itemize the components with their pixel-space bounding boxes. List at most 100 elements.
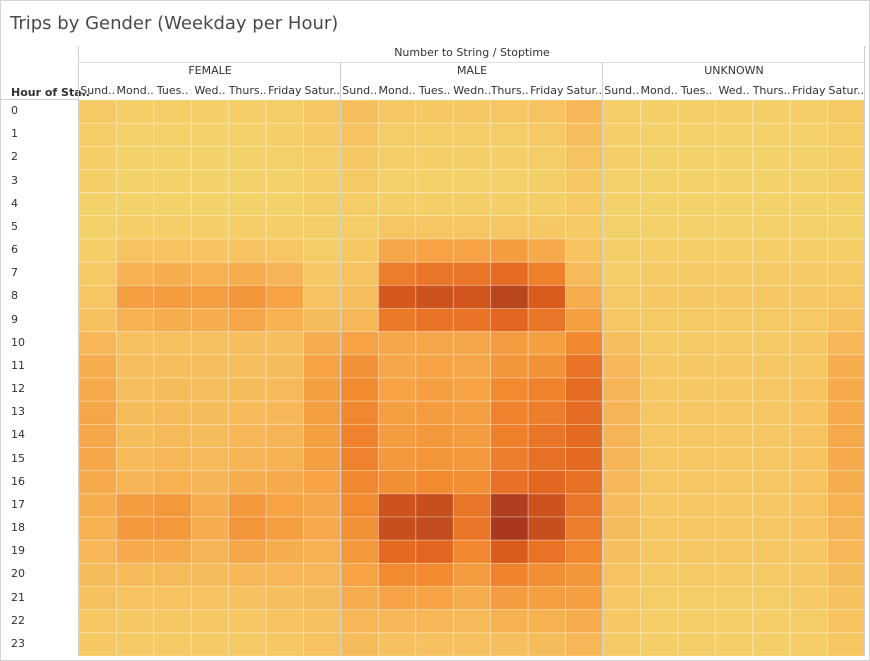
hour-label-18: 18 [11, 521, 25, 534]
heat-cell-male-h7-d0 [340, 261, 379, 286]
heat-cell-male-h5-d0 [340, 215, 379, 240]
heat-cell-male-h15-d2 [415, 447, 454, 472]
heat-cell-unknown-h11-d0 [602, 354, 641, 379]
heat-cell-female-h14-d4 [228, 423, 267, 448]
heat-cell-unknown-h15-d0 [602, 447, 641, 472]
heat-cell-female-h1-d5 [265, 122, 304, 147]
heat-cell-female-h0-d2 [153, 99, 192, 124]
heat-cell-male-h5-d4 [490, 215, 529, 240]
heat-cell-female-h14-d3 [190, 423, 230, 448]
day-label-unknown-3: Wed.. [718, 84, 750, 97]
heat-cell-male-h18-d1 [378, 516, 417, 541]
heat-cell-female-h9-d0 [78, 308, 117, 333]
heat-cell-unknown-h9-d4 [752, 308, 791, 333]
heat-cell-unknown-h5-d6 [827, 215, 866, 240]
hour-label-14: 14 [11, 428, 25, 442]
heat-cell-male-h6-d0 [340, 238, 379, 263]
heat-cell-female-h4-d1 [116, 192, 155, 217]
heat-cell-female-h11-d0 [78, 354, 117, 379]
heat-cell-unknown-h9-d0 [602, 308, 641, 333]
heat-cell-female-h9-d1 [116, 308, 155, 333]
heat-cell-unknown-h18-d4 [752, 516, 791, 541]
day-label-female-2: Tues.. [156, 84, 189, 97]
heat-cell-female-h5-d5 [265, 215, 304, 240]
heat-cell-female-h12-d3 [190, 377, 230, 402]
heat-cell-male-h7-d5 [527, 261, 566, 286]
heat-cell-female-h2-d2 [153, 145, 192, 170]
heat-cell-unknown-h5-d2 [677, 215, 716, 240]
heat-cell-unknown-h6-d3 [714, 238, 754, 263]
heat-cell-female-h9-d6 [303, 308, 342, 333]
heat-cell-unknown-h13-d5 [789, 400, 828, 425]
heat-cell-female-h7-d3 [190, 261, 230, 286]
heat-cell-female-h22-d5 [265, 609, 304, 634]
heat-cell-male-h17-d3 [452, 493, 492, 518]
heat-cell-unknown-h21-d1 [640, 586, 679, 611]
heat-cell-unknown-h11-d2 [677, 354, 716, 379]
day-label-unknown-2: Tues.. [680, 84, 713, 97]
heat-cell-unknown-h10-d1 [640, 331, 679, 356]
heat-cell-male-h13-d0 [340, 400, 379, 425]
heat-cell-male-h18-d6 [565, 516, 604, 541]
heat-cell-male-h17-d0 [340, 493, 379, 518]
heat-cell-unknown-h11-d3 [714, 354, 754, 379]
heat-cell-female-h0-d5 [265, 99, 304, 124]
heat-cell-female-h22-d4 [228, 609, 267, 634]
heat-cell-female-h7-d0 [78, 261, 117, 286]
heat-cell-female-h17-d5 [265, 493, 304, 518]
day-label-female-1: Mond.. [116, 84, 154, 97]
heat-cell-male-h19-d3 [452, 539, 492, 564]
heat-cell-male-h19-d6 [565, 539, 604, 564]
heat-cell-unknown-h16-d1 [640, 470, 679, 495]
row-header-divider [0, 99, 79, 100]
heat-cell-male-h11-d1 [378, 354, 417, 379]
heat-cell-unknown-h0-d3 [714, 99, 754, 124]
heat-cell-male-h5-d1 [378, 215, 417, 240]
heat-cell-male-h18-d4 [490, 516, 529, 541]
heat-cell-male-h19-d0 [340, 539, 379, 564]
heat-cell-unknown-h10-d3 [714, 331, 754, 356]
heat-cell-female-h23-d3 [190, 632, 230, 657]
heat-cell-female-h7-d5 [265, 261, 304, 286]
heat-cell-male-h14-d0 [340, 423, 379, 448]
heat-cell-unknown-h22-d4 [752, 609, 791, 634]
heat-cell-male-h14-d2 [415, 423, 454, 448]
heat-cell-female-h0-d6 [303, 99, 342, 124]
heat-cell-female-h11-d6 [303, 354, 342, 379]
heat-cell-female-h13-d6 [303, 400, 342, 425]
heat-cell-unknown-h18-d0 [602, 516, 641, 541]
heat-cell-unknown-h0-d0 [602, 99, 641, 124]
heat-cell-female-h4-d5 [265, 192, 304, 217]
day-label-female-4: Thurs.. [228, 84, 267, 97]
heat-cell-female-h5-d3 [190, 215, 230, 240]
heat-cell-male-h22-d0 [340, 609, 379, 634]
heat-cell-male-h4-d6 [565, 192, 604, 217]
heat-cell-female-h10-d2 [153, 331, 192, 356]
hour-label-9: 9 [11, 312, 18, 326]
hour-label-22: 22 [11, 613, 25, 627]
heat-cell-female-h15-d4 [228, 447, 267, 472]
heat-cell-male-h10-d2 [415, 331, 454, 356]
heat-cell-male-h8-d3 [452, 284, 492, 309]
heat-cell-male-h16-d4 [490, 470, 529, 495]
heat-cell-female-h3-d6 [303, 169, 342, 194]
heat-cell-female-h10-d0 [78, 331, 117, 356]
heat-cell-female-h15-d5 [265, 447, 304, 472]
heat-cell-unknown-h1-d0 [602, 122, 641, 147]
heat-cell-female-h17-d3 [190, 493, 230, 518]
heat-cell-female-h7-d6 [303, 261, 342, 286]
heat-cell-female-h8-d0 [78, 284, 117, 309]
heat-cell-female-h23-d6 [303, 632, 342, 657]
heat-cell-unknown-h12-d2 [677, 377, 716, 402]
hour-label-17: 17 [11, 497, 25, 511]
heat-cell-male-h12-d5 [527, 377, 566, 402]
row-axis-line [78, 46, 79, 656]
heat-cell-unknown-h9-d5 [789, 308, 828, 333]
heat-cell-female-h6-d0 [78, 238, 117, 263]
heat-cell-female-h4-d4 [228, 192, 267, 217]
heat-cell-male-h15-d6 [565, 447, 604, 472]
heat-cell-unknown-h20-d4 [752, 562, 791, 587]
heat-cell-unknown-h12-d3 [714, 377, 754, 402]
heat-cell-unknown-h8-d4 [752, 284, 791, 309]
